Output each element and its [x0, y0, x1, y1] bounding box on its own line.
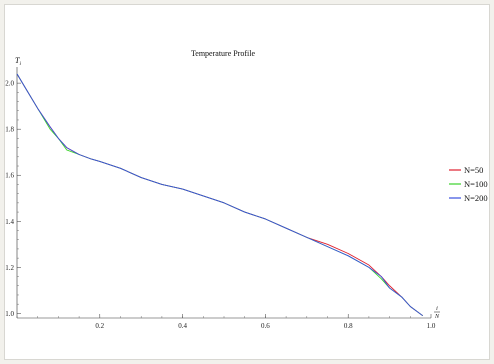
temperature-profile-chart: Temperature Profile 1.0 1.2 1.4 1.6 1.8 2.0 0…	[5, 49, 488, 330]
y-tick-label: 1.0	[5, 310, 14, 318]
legend-label: N=50	[464, 165, 483, 175]
svg-text:Ti: Ti	[15, 56, 21, 67]
y-tick-label: 1.4	[5, 218, 14, 226]
axes: 1.0 1.2 1.4 1.6 1.8 2.0 0.2 0.4 0.6 0.8 1.0	[5, 67, 436, 330]
y-ticks: 1.0 1.2 1.4 1.6 1.8 2.0	[5, 80, 21, 318]
legend-label: N=200	[464, 193, 488, 203]
chart-title: Temperature Profile	[191, 49, 256, 58]
svg-text:i: i	[436, 306, 438, 312]
legend-label: N=100	[464, 179, 488, 189]
series-lines	[16, 73, 423, 317]
y-tick-label: 1.8	[5, 126, 14, 134]
x-tick-label: 0.4	[178, 322, 187, 330]
legend: N=50 N=100 N=200	[449, 165, 488, 203]
series-line-n-200	[16, 73, 423, 317]
plot-frame: Temperature Profile 1.0 1.2 1.4 1.6 1.8 2.0 0…	[4, 4, 490, 360]
x-tick-label: 0.2	[95, 322, 104, 330]
series-line-n-100	[16, 73, 423, 317]
y-axis-label: Ti	[15, 56, 21, 67]
y-tick-label: 1.6	[5, 172, 14, 180]
y-tick-label: 1.2	[5, 264, 14, 272]
x-tick-label: 0.8	[344, 322, 353, 330]
svg-text:N: N	[434, 314, 440, 320]
x-tick-label: 0.6	[261, 322, 270, 330]
y-tick-label: 2.0	[5, 80, 14, 88]
x-axis-label: i N	[434, 306, 440, 320]
x-tick-label: 1.0	[427, 322, 436, 330]
x-ticks: 0.2 0.4 0.6 0.8 1.0	[16, 314, 436, 330]
series-line-n-50	[16, 73, 423, 317]
